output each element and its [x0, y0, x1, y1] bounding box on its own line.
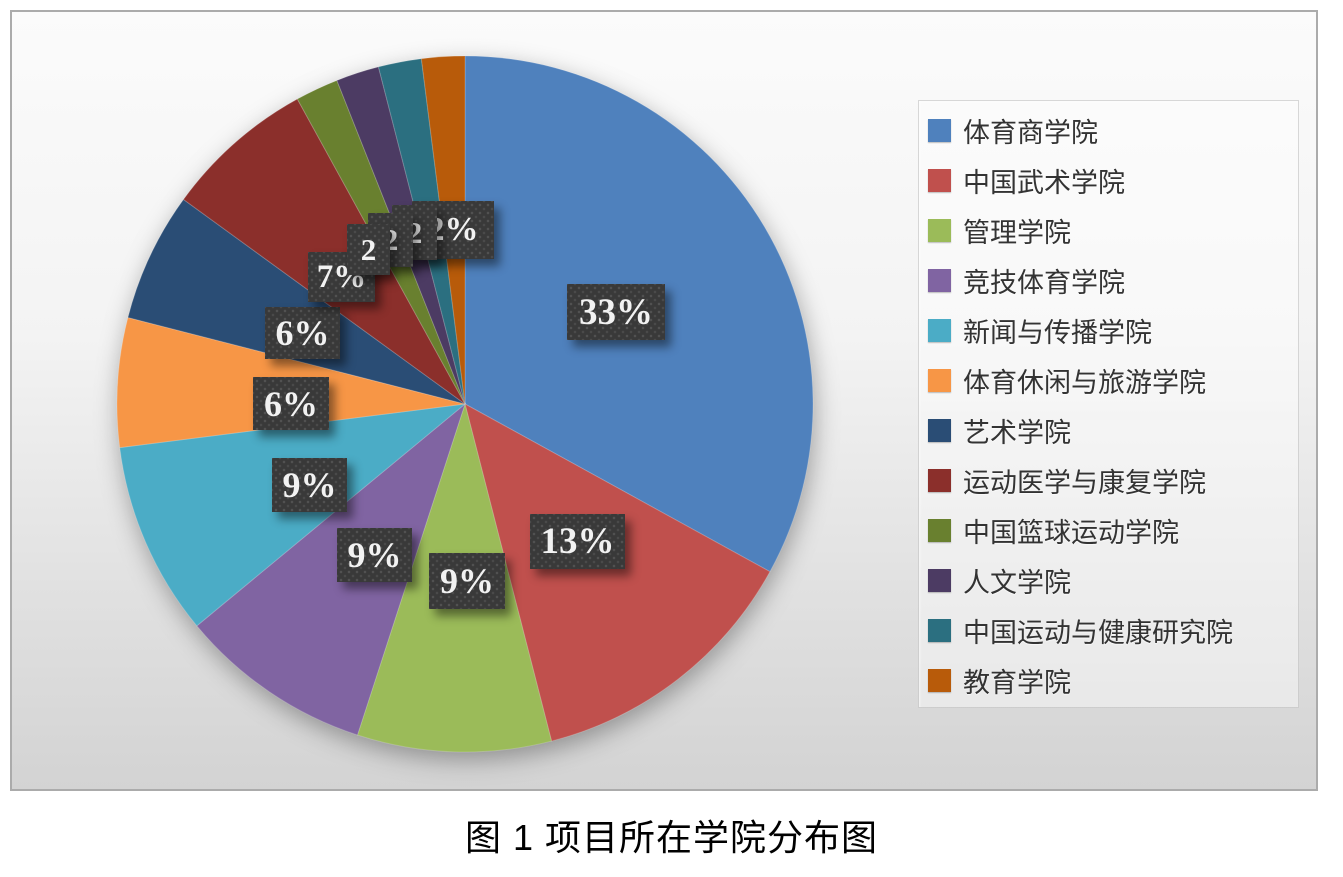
legend-label: 中国运动与健康研究院: [963, 617, 1233, 648]
legend-label: 人文学院: [963, 567, 1071, 598]
pie-label-wushu: 13%: [530, 514, 625, 569]
legend-swatch-icon: [928, 218, 951, 242]
legend-item-yishu: 艺术学院: [928, 405, 1298, 455]
legend-label: 体育休闲与旅游学院: [963, 367, 1206, 398]
legend-swatch-icon: [928, 468, 951, 492]
legend: 体育商学院 中国武术学院 管理学院 竞技体育学院 新闻与传播学院 体育休闲与旅游…: [918, 100, 1299, 708]
legend-item-xiuxian: 体育休闲与旅游学院: [928, 355, 1298, 405]
legend-label: 管理学院: [963, 217, 1071, 248]
legend-swatch-icon: [928, 568, 951, 592]
legend-item-yixue: 运动医学与康复学院: [928, 455, 1298, 505]
legend-swatch-icon: [928, 418, 951, 442]
legend-swatch-icon: [928, 168, 951, 192]
pie-label-guanli: 9%: [429, 553, 505, 609]
legend-label: 新闻与传播学院: [963, 317, 1152, 348]
legend-swatch-icon: [928, 268, 951, 292]
pie-slice-3: [196, 402, 467, 736]
chart-area: 33% 13% 9% 9% 9% 6% 6% 7% 2 2 2 2% 体育商学院…: [10, 10, 1318, 791]
legend-swatch-icon: [928, 668, 951, 692]
pie-slice-1: [464, 403, 771, 742]
pie-slice-4: [119, 403, 467, 627]
pie-label-yishu: 6%: [265, 307, 340, 359]
legend-swatch-icon: [928, 618, 951, 642]
legend-label: 运动医学与康复学院: [963, 467, 1206, 498]
pie-slice-7: [182, 98, 466, 405]
legend-label: 体育商学院: [963, 117, 1098, 148]
legend-item-yanjiuyuan: 中国运动与健康研究院: [928, 605, 1298, 655]
legend-label: 中国篮球运动学院: [963, 517, 1179, 548]
legend-item-renwen: 人文学院: [928, 555, 1298, 605]
pie-label-tiyushang: 33%: [567, 284, 665, 340]
pie-label-xinwen: 9%: [272, 458, 347, 512]
pie-label-jingji: 9%: [337, 528, 412, 582]
legend-item-guanli: 管理学院: [928, 205, 1298, 255]
legend-item-tiyushang: 体育商学院: [928, 105, 1298, 155]
pie-label-xiuxian: 6%: [253, 377, 329, 430]
legend-swatch-icon: [928, 368, 951, 392]
pie-label-yixue: 7%: [308, 252, 375, 302]
legend-item-wushu: 中国武术学院: [928, 155, 1298, 205]
legend-item-jiaoyu: 教育学院: [928, 655, 1298, 705]
legend-label: 教育学院: [963, 667, 1071, 698]
legend-label: 竞技体育学院: [963, 267, 1125, 298]
legend-swatch-icon: [928, 518, 951, 542]
pie-slice-6: [127, 198, 466, 405]
figure-caption: 图 1 项目所在学院分布图: [464, 817, 879, 858]
legend-swatch-icon: [928, 118, 951, 142]
legend-item-lanqiu: 中国篮球运动学院: [928, 505, 1298, 555]
pie-label-lanqiu: 2: [347, 224, 390, 275]
legend-item-xinwen: 新闻与传播学院: [928, 305, 1298, 355]
legend-item-jingji: 竞技体育学院: [928, 255, 1298, 305]
legend-label: 中国武术学院: [963, 167, 1125, 198]
legend-swatch-icon: [928, 318, 951, 342]
legend-label: 艺术学院: [963, 417, 1071, 448]
